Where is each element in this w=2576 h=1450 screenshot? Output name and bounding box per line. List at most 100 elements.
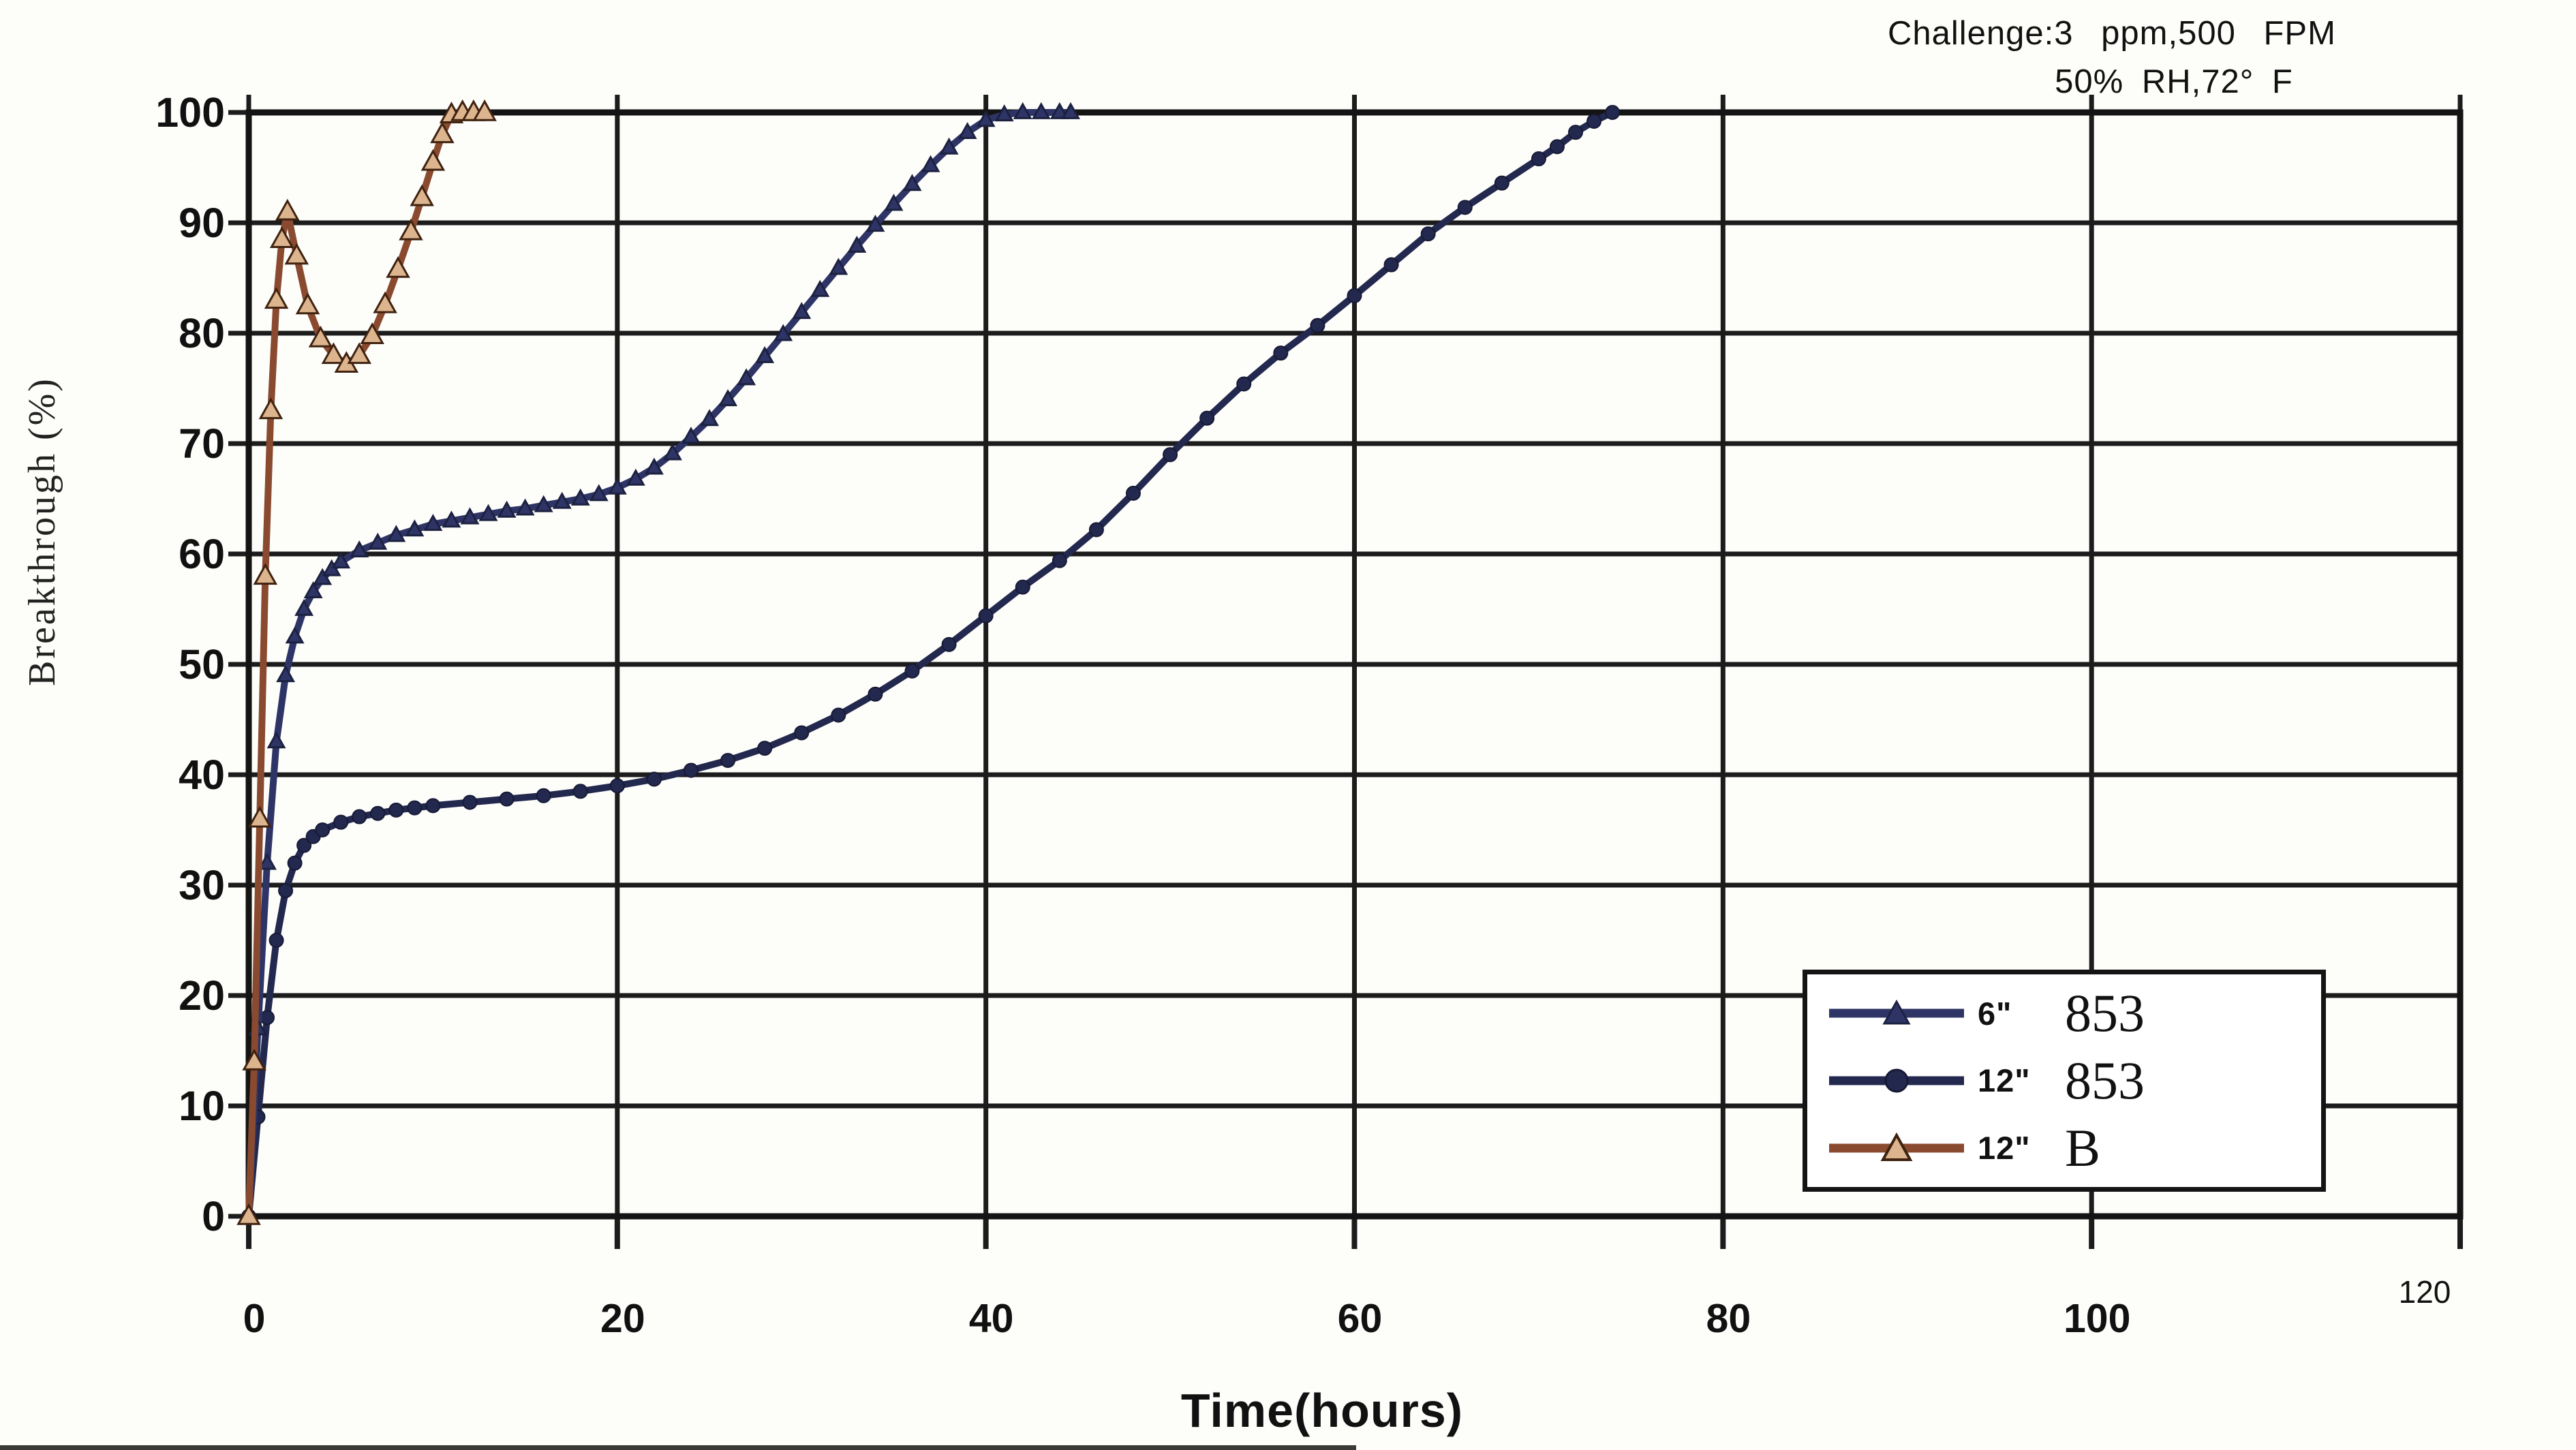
x-tick-label: 60 (1338, 1296, 1383, 1341)
data-point-triangle (865, 215, 885, 232)
data-point-circle (794, 725, 810, 741)
data-point-circle (278, 883, 294, 899)
x-tick-label: 20 (600, 1296, 645, 1341)
y-tick-label: 90 (179, 200, 225, 246)
data-point-circle (572, 784, 588, 799)
data-point-triangle (423, 514, 443, 531)
data-point-triangle (430, 121, 455, 144)
data-point-circle (1310, 318, 1325, 333)
data-point-triangle (405, 519, 425, 537)
x-tick-label: 80 (1706, 1296, 1751, 1341)
data-point-triangle (718, 389, 738, 407)
y-tick-label: 40 (179, 752, 225, 798)
data-point-triangle (350, 540, 369, 558)
data-point-triangle (478, 504, 498, 521)
data-point-circle (315, 822, 331, 837)
data-point-triangle (681, 427, 701, 444)
data-point-circle (1088, 522, 1104, 538)
data-point-circle (1126, 485, 1141, 501)
data-point-circle (1163, 447, 1178, 463)
data-point-triangle (347, 342, 372, 365)
data-point-triangle (644, 457, 664, 475)
data-point-triangle (1013, 102, 1032, 119)
legend-size-label: 12" (1978, 1062, 2031, 1099)
plot-frame (245, 109, 2464, 1220)
data-point-triangle (626, 468, 645, 486)
data-point-triangle (242, 1049, 266, 1070)
data-point-circle (941, 636, 957, 652)
data-point-triangle (737, 368, 756, 386)
x-tick-label: 0 (243, 1296, 266, 1341)
y-tick-label: 20 (179, 972, 225, 1019)
data-point-triangle (570, 488, 590, 506)
data-point-circle (352, 809, 367, 824)
data-point-circle (388, 802, 404, 818)
data-point-circle (1052, 553, 1067, 568)
data-point-circle (260, 1010, 275, 1025)
challenge-line-2: 50% RH,72° F (2055, 63, 2293, 101)
data-point-triangle (957, 122, 977, 140)
y-tick-label: 70 (179, 420, 225, 467)
data-point-triangle (266, 731, 286, 749)
legend-name-label: B (2065, 1117, 2101, 1177)
data-point-triangle (258, 397, 283, 420)
data-point-circle (1494, 175, 1509, 191)
data-point-circle (407, 800, 423, 816)
y-axis-title: Breakthrough (%) (21, 377, 63, 686)
data-point-triangle (773, 324, 793, 341)
data-point-triangle (755, 345, 775, 363)
data-point-circle (1420, 226, 1436, 242)
legend-item-12in-853: 12" 853 (1825, 1050, 2303, 1111)
y-tick-label: 30 (179, 862, 225, 908)
data-point-circle (1199, 410, 1215, 426)
data-point-triangle (368, 532, 388, 550)
data-point-circle (1457, 200, 1473, 215)
data-point-circle (1531, 151, 1546, 167)
data-point-triangle (534, 495, 553, 512)
legend-size-label: 6" (1978, 995, 2012, 1032)
data-point-triangle (921, 155, 940, 172)
data-point-circle (1568, 125, 1583, 140)
data-point-circle (287, 855, 303, 871)
data-point-triangle (386, 525, 406, 542)
data-point-triangle (700, 409, 719, 427)
legend-line-circle-icon (1829, 1068, 1964, 1093)
data-point-triangle (313, 568, 333, 585)
data-point-triangle (321, 342, 346, 365)
data-point-triangle (308, 326, 333, 348)
data-point-circle (333, 814, 349, 830)
data-point-triangle (939, 137, 959, 155)
data-point-circle (370, 805, 386, 821)
data-point-triangle (269, 226, 294, 248)
legend-line-triangle-icon (1829, 1000, 1964, 1025)
data-point-circle (609, 778, 625, 794)
data-point-triangle (399, 218, 423, 241)
data-point-triangle (994, 104, 1014, 122)
data-point-triangle (360, 322, 384, 344)
x-tick-label-minor: 120 (2399, 1274, 2451, 1310)
data-point-circle (296, 837, 312, 853)
data-point-triangle (331, 551, 351, 569)
data-point-triangle (472, 99, 497, 121)
data-point-triangle (1049, 102, 1069, 119)
data-point-triangle (284, 243, 309, 265)
data-point-circle (425, 798, 441, 814)
data-point-triangle (460, 507, 480, 525)
data-point-circle (684, 762, 699, 778)
y-tick-label: 50 (179, 641, 225, 688)
data-point-triangle (295, 292, 320, 315)
data-point-triangle (976, 110, 996, 127)
y-tick-label: 0 (202, 1193, 225, 1239)
data-point-triangle (1061, 102, 1081, 119)
data-point-triangle (247, 805, 272, 828)
data-point-circle (904, 663, 920, 679)
data-point-triangle (552, 491, 572, 509)
data-point-circle (536, 788, 551, 803)
x-axis-title: Time(hours) (1180, 1384, 1464, 1437)
y-tick-label: 80 (179, 310, 225, 356)
data-point-triangle (275, 198, 300, 221)
data-point-triangle (497, 500, 517, 518)
data-point-triangle (258, 852, 277, 870)
data-point-triangle (442, 510, 461, 528)
